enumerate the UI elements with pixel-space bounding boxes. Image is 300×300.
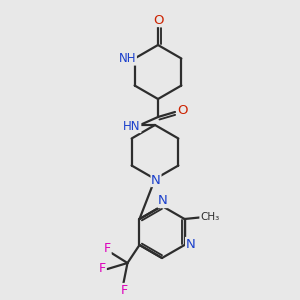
Text: O: O (177, 104, 187, 118)
Text: F: F (99, 262, 106, 275)
Text: F: F (104, 242, 111, 256)
Text: N: N (158, 194, 168, 208)
Text: CH₃: CH₃ (200, 212, 219, 222)
Text: N: N (186, 238, 195, 250)
Text: NH: NH (119, 52, 136, 65)
Text: N: N (151, 173, 161, 187)
Text: HN: HN (123, 119, 141, 133)
Text: O: O (153, 14, 163, 26)
Text: F: F (121, 284, 128, 296)
